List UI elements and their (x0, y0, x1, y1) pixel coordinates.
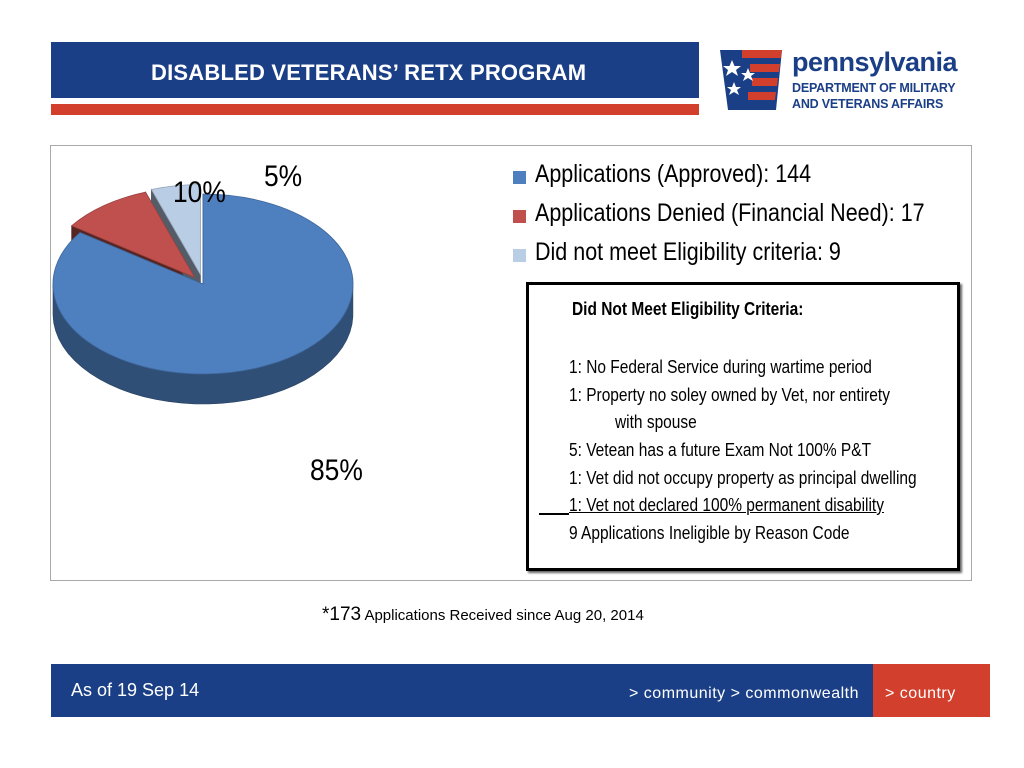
footer-tagline: > community > commonwealth (629, 685, 859, 702)
received-text: Applications Received since Aug 20, 2014 (361, 607, 644, 624)
pie-slice-ineligible (150, 184, 201, 277)
page-title: DISABLED VETERANS’ RETX PROGRAM (151, 60, 587, 85)
pie-chart (52, 184, 354, 405)
criteria-line: 1: Property no soley owned by Vet, nor e… (569, 385, 890, 405)
pie-label-approved: 85% (310, 454, 363, 487)
legend-label-approved: Applications (Approved): 144 (535, 160, 812, 188)
legend-label-denied: Applications Denied (Financial Need): 17 (535, 199, 925, 227)
pa-flag-keystone-icon (720, 50, 782, 110)
header-bar: DISABLED VETERANS’ RETX PROGRAM (51, 42, 699, 98)
applications-received-note: *173 Applications Received since Aug 20,… (322, 604, 644, 626)
logo-subtitle-line1: DEPARTMENT OF MILITARY (792, 81, 956, 95)
pa-dmva-logo: pennsylvania DEPARTMENT OF MILITARY AND … (718, 44, 988, 116)
legend-label-ineligible: Did not meet Eligibility criteria: 9 (535, 238, 841, 266)
legend-swatch-approved (513, 171, 526, 184)
criteria-line: 1: Vet not declared 100% permanent disab… (569, 495, 884, 515)
criteria-line: 1: Vet did not occupy property as princi… (569, 468, 917, 488)
criteria-line: 5: Vetean has a future Exam Not 100% P&T (569, 440, 872, 460)
criteria-total-rule (539, 513, 569, 515)
logo-wordmark: pennsylvania (792, 47, 958, 77)
received-count: *173 (322, 604, 362, 625)
legend-item-ineligible: Did not meet Eligibility criteria: 9 (513, 238, 953, 277)
logo-subtitle-line2: AND VETERANS AFFAIRS (792, 97, 944, 111)
header-accent-bar (51, 104, 699, 115)
criteria-title: Did Not Meet Eligibility Criteria: (572, 299, 804, 319)
footer-date: As of 19 Sep 14 (71, 680, 200, 700)
legend-swatch-ineligible (513, 249, 526, 262)
criteria-line: 1: No Federal Service during wartime per… (569, 357, 872, 377)
footer-bar: As of 19 Sep 14 > community > commonweal… (51, 664, 873, 717)
pie-slice-denied (70, 191, 196, 279)
chart-area: 85% 10% 5% Applications (Approved): 144 … (50, 145, 972, 581)
footer-accent: > country (873, 664, 990, 717)
chart-legend: Applications (Approved): 144 Application… (513, 160, 953, 277)
pie-slice-approved (52, 193, 354, 375)
eligibility-criteria-box: Did Not Meet Eligibility Criteria: 1: No… (526, 282, 960, 571)
legend-item-denied: Applications Denied (Financial Need): 17 (513, 199, 953, 238)
pie-label-denied: 10% (173, 176, 226, 209)
pie-label-ineligible: 5% (264, 160, 303, 193)
criteria-line: with spouse (615, 412, 697, 432)
footer-country: > country (885, 685, 956, 702)
legend-swatch-denied (513, 210, 526, 223)
criteria-total: 9 Applications Ineligible by Reason Code (569, 523, 850, 543)
legend-item-approved: Applications (Approved): 144 (513, 160, 953, 199)
